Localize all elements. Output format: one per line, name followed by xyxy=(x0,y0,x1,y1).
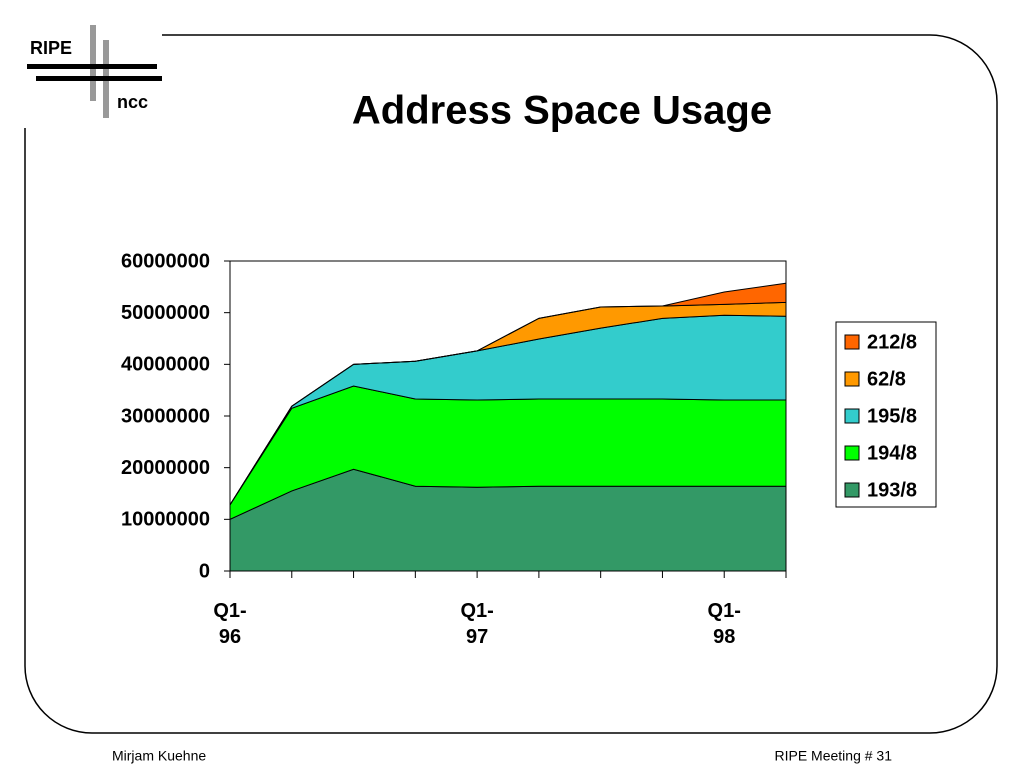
y-tick-label: 10000000 xyxy=(121,509,210,531)
legend: 212/8 62/8 195/8 194/8 193/8 xyxy=(835,321,937,508)
plot: 0 10000000 20000000 30000000 40000000 5000000… xyxy=(121,250,937,582)
legend-label: 212/8 xyxy=(867,331,917,353)
footer-right: RIPE Meeting # 31 xyxy=(774,748,892,764)
logo-line xyxy=(36,76,162,81)
y-tick-label: 60000000 xyxy=(121,250,210,272)
footer-left: Mirjam Kuehne xyxy=(112,748,206,764)
legend-swatch xyxy=(844,445,860,461)
slide-frame xyxy=(24,34,998,734)
legend-swatch xyxy=(844,408,860,424)
y-tick-label: 50000000 xyxy=(121,302,210,324)
x-tick-label: Q1-97 xyxy=(460,600,494,648)
legend-label: 195/8 xyxy=(867,405,917,427)
x-tick-label: Q1-96 xyxy=(213,600,247,648)
logo-bar xyxy=(90,25,96,101)
legend-label: 62/8 xyxy=(867,368,906,390)
chart-title: Address Space Usage xyxy=(352,89,772,133)
logo-text: ncc xyxy=(117,92,148,112)
legend-label: 194/8 xyxy=(867,442,917,464)
legend-swatch xyxy=(844,371,860,387)
legend-label: 193/8 xyxy=(867,479,917,501)
y-tick-label: 40000000 xyxy=(121,354,210,376)
legend-swatch xyxy=(844,334,860,350)
logo-text: RIPE xyxy=(30,38,72,58)
logo-line xyxy=(27,64,157,69)
y-tick-label: 0 xyxy=(199,560,210,582)
y-tick-label: 30000000 xyxy=(121,405,210,427)
y-tick-label: 20000000 xyxy=(121,457,210,479)
legend-swatch xyxy=(844,482,860,498)
area xyxy=(229,282,787,506)
x-tick-label: Q1-98 xyxy=(707,600,741,648)
